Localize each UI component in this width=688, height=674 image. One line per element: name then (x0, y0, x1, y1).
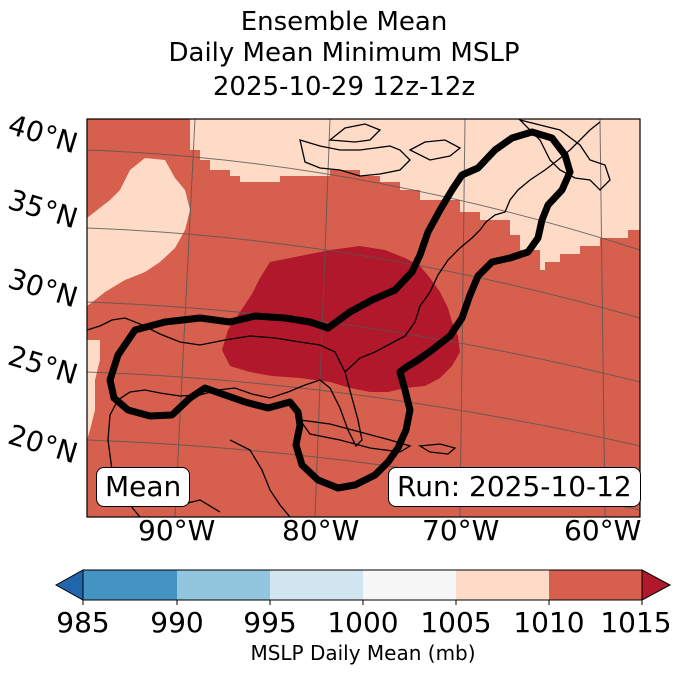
colorbar-seg-985-990 (83, 570, 177, 600)
mslp-field (87, 119, 640, 517)
field-1005-1010-west (87, 158, 190, 306)
lon-label-90: 90°W (138, 514, 216, 547)
mean-label-box: Mean (96, 467, 191, 507)
colorbar-label: MSLP Daily Mean (mb) (250, 641, 476, 665)
swath-outline (106, 128, 574, 492)
lon-label-70: 70°W (422, 514, 500, 547)
run-date-label-box: Run: 2025-10-12 (388, 467, 641, 507)
colorbar-tick-985: 985 (56, 606, 110, 639)
colorbar-seg-995-1000 (270, 570, 363, 600)
coastlines (87, 119, 611, 517)
colorbar-extend-low (54, 569, 84, 601)
colorbar-tick-1015: 1015 (600, 606, 672, 639)
colorbar-tick-990: 990 (150, 606, 204, 639)
field-1005-1010-north (190, 119, 640, 270)
colorbar-seg-1000-1005 (363, 570, 456, 600)
colorbar-extend-high (641, 569, 672, 601)
colorbar-tick-995: 995 (243, 606, 297, 639)
chart-title-line-3: 2025-10-29 12z-12z (212, 72, 476, 102)
chart-title-line-1: Ensemble Mean (240, 7, 448, 37)
colorbar-tickmarks (82, 600, 643, 605)
colorbar-seg-1005-1010 (456, 570, 549, 600)
lon-label-80: 80°W (282, 514, 360, 547)
colorbar-seg-1010-1015 (549, 570, 642, 600)
colorbar-tick-1000: 1000 (327, 606, 399, 639)
lon-label-60: 60°W (564, 514, 642, 547)
field-1005-1010-southwest (87, 340, 100, 440)
colorbar-seg-990-995 (177, 570, 270, 600)
map-frame (86, 118, 641, 518)
colorbar-tick-1010: 1010 (513, 606, 585, 639)
colorbar-tick-1005: 1005 (420, 606, 492, 639)
chart-title-line-2: Daily Mean Minimum MSLP (168, 38, 520, 68)
